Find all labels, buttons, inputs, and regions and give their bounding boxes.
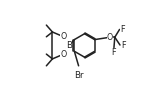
Text: O: O <box>107 33 113 42</box>
Text: B: B <box>66 41 72 50</box>
Text: O: O <box>61 32 67 41</box>
Text: Br: Br <box>74 71 83 80</box>
Text: F: F <box>111 49 115 58</box>
Text: F: F <box>120 25 125 34</box>
Text: O: O <box>61 50 67 59</box>
Text: F: F <box>121 40 125 50</box>
